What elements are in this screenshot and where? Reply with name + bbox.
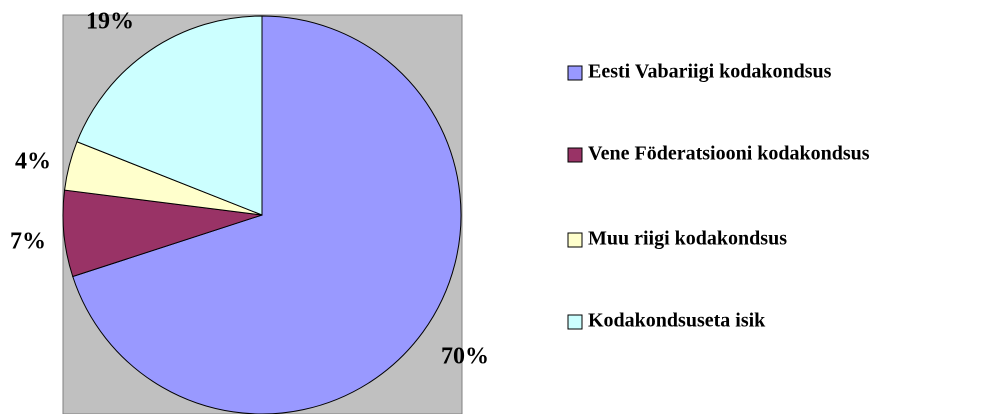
data-label: 7%: [10, 229, 46, 255]
pie-slice: [76, 15, 263, 216]
pie-slice: [72, 15, 462, 414]
data-label: 4%: [15, 149, 51, 175]
legend-swatch: [567, 232, 583, 248]
data-label: 19%: [86, 9, 134, 35]
legend-swatch: [567, 65, 583, 81]
legend-label: Muu riigi kodakondsus: [588, 228, 787, 250]
data-label: 70%: [441, 344, 489, 370]
legend-label: Eesti Vabariigi kodakondsus: [588, 61, 832, 83]
legend-label: Kodakondsuseta isik: [588, 310, 766, 332]
legend-swatch: [567, 314, 583, 330]
legend-label: Vene Föderatsiooni kodakondsus: [588, 143, 870, 165]
legend-swatch: [567, 147, 583, 163]
